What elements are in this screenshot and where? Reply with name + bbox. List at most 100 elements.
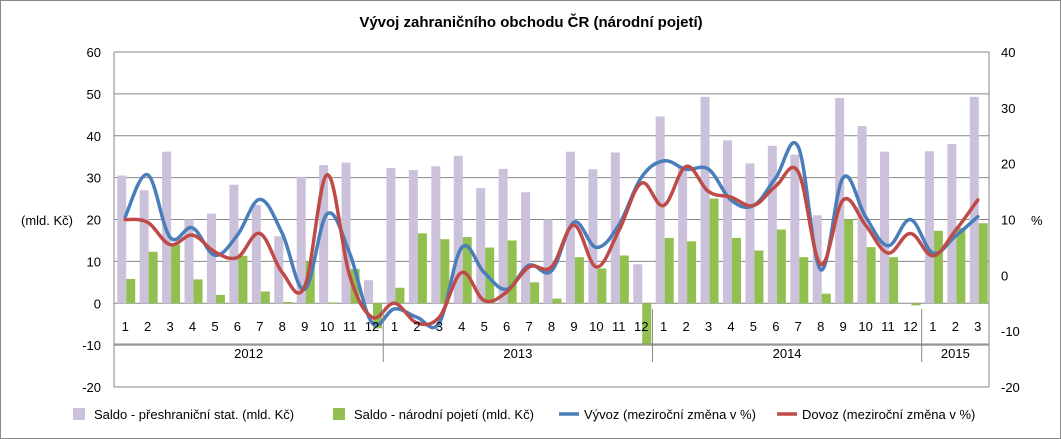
bar-series [117,96,988,346]
bar-saldo-narodni [889,257,899,304]
bar-saldo-narodni [731,237,741,304]
right-axis: -20 -10 0 10 20 30 40 [1001,45,1020,395]
bar-saldo-narodni [283,301,293,304]
left-tick-label: 50 [87,87,101,102]
month-label: 2 [682,319,689,334]
month-label: 3 [705,319,712,334]
legend-label: Saldo - přeshraniční stat. (mld. Kč) [94,407,294,422]
month-label: 7 [256,319,263,334]
left-axis-label: (mld. Kč) [21,213,73,228]
bar-saldo-preshranicni [476,188,486,304]
month-label: 12 [903,319,917,334]
left-tick-label: 10 [87,254,101,269]
right-tick-label: 40 [1001,45,1015,60]
bar-saldo-preshranicni [857,126,867,304]
bar-saldo-narodni [709,198,719,304]
legend-swatch [73,408,85,420]
bar-saldo-preshranicni [206,213,216,304]
bar-saldo-preshranicni [139,190,149,304]
right-tick-label: 0 [1001,268,1008,283]
bar-saldo-preshranicni [296,176,306,304]
bar-saldo-preshranicni [655,116,665,304]
right-tick-label: 30 [1001,101,1015,116]
bar-saldo-narodni [574,257,584,304]
left-tick-label: 60 [87,45,101,60]
bar-saldo-narodni [978,223,988,304]
month-label: 6 [503,319,510,334]
bar-saldo-preshranicni [498,168,508,304]
bar-saldo-preshranicni [745,163,755,304]
bar-saldo-narodni [911,303,921,306]
bar-saldo-narodni [642,303,652,346]
right-tick-label: -10 [1001,324,1020,339]
bar-saldo-preshranicni [678,167,688,304]
month-label: 10 [320,319,334,334]
legend-label: Dovoz (meziroční změna v %) [802,407,975,422]
month-label: 7 [525,319,532,334]
bar-saldo-preshranicni [431,166,441,304]
year-label: 2015 [941,346,970,361]
bar-saldo-narodni [956,227,966,304]
month-label: 7 [795,319,802,334]
bar-saldo-preshranicni [700,96,710,304]
month-label: 3 [974,319,981,334]
bar-saldo-narodni [485,247,495,304]
bar-saldo-narodni [440,239,450,304]
month-label: 6 [772,319,779,334]
month-label: 12 [634,319,648,334]
bar-saldo-preshranicni [319,165,329,304]
month-label: 3 [166,319,173,334]
bar-saldo-narodni [776,229,786,304]
bar-saldo-preshranicni [229,184,239,304]
bar-saldo-preshranicni [790,154,800,304]
line-dovoz [123,164,980,327]
right-axis-label: % [1031,213,1043,228]
bar-saldo-preshranicni [924,151,934,304]
bar-saldo-preshranicni [251,204,261,304]
bar-saldo-narodni [799,257,809,304]
bar-saldo-preshranicni [880,151,890,304]
bar-saldo-narodni [148,251,158,304]
right-tick-label: -20 [1001,380,1020,395]
bar-saldo-narodni [171,244,181,304]
bar-saldo-preshranicni [543,219,553,304]
legend: Saldo - přeshraniční stat. (mld. Kč) Sald… [73,407,975,422]
month-label: 4 [727,319,734,334]
bar-saldo-narodni [664,237,674,304]
bar-saldo-narodni [350,268,360,304]
month-label: 6 [234,319,241,334]
bar-saldo-narodni [821,293,831,304]
month-label: 1 [929,319,936,334]
left-tick-label: 30 [87,171,101,186]
bar-saldo-preshranicni [408,170,418,304]
bar-saldo-narodni [866,247,876,304]
legend-label: Vývoz (meziroční změna v %) [584,407,756,422]
month-label: 9 [840,319,847,334]
bar-saldo-narodni [844,219,854,304]
year-label: 2014 [773,346,802,361]
bar-saldo-narodni [126,278,136,304]
bar-saldo-narodni [552,298,562,304]
bar-saldo-narodni [507,240,517,304]
month-label: 11 [881,319,895,334]
bar-saldo-narodni [260,291,270,304]
bar-saldo-narodni [754,250,764,304]
bar-saldo-preshranicni [835,98,845,304]
bar-saldo-narodni [193,279,203,304]
bar-saldo-preshranicni [969,96,979,304]
legend-label: Saldo - národní pojetí (mld. Kč) [354,407,534,422]
bar-saldo-narodni [417,233,427,304]
month-label: 8 [817,319,824,334]
chart-title: Vývoj zahraničního obchodu ČR (národní p… [359,13,702,31]
month-label: 5 [750,319,757,334]
year-label: 2012 [234,346,263,361]
month-label: 1 [122,319,129,334]
year-label: 2013 [503,346,532,361]
month-label: 4 [189,319,196,334]
month-label: 2 [413,319,420,334]
left-tick-label: -10 [82,338,101,353]
bar-saldo-narodni [530,282,540,304]
month-label: 5 [481,319,488,334]
